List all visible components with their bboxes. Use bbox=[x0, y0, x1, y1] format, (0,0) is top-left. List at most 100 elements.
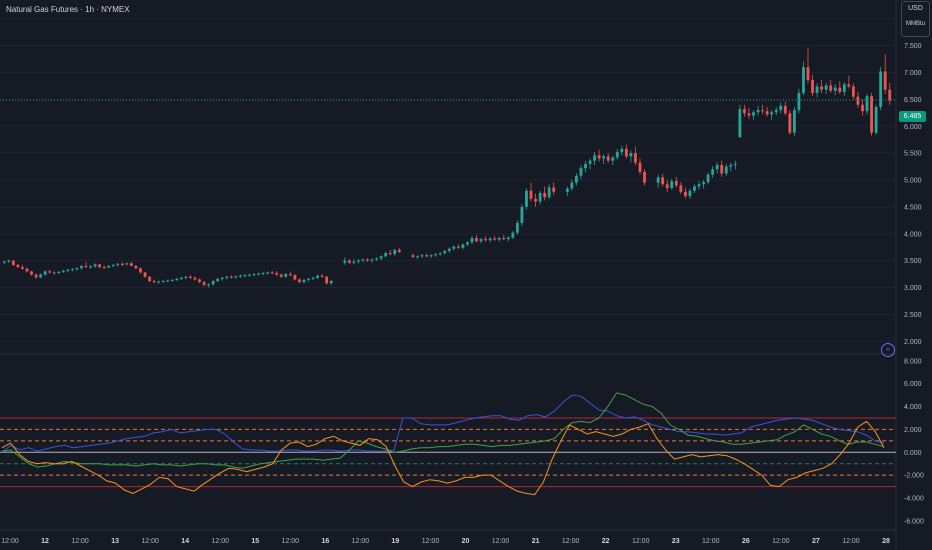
time-tick-label: 27 bbox=[812, 538, 820, 545]
candle-body bbox=[770, 112, 774, 115]
time-tick-label: 26 bbox=[742, 538, 750, 545]
price-tick-label: 5.500 bbox=[904, 151, 922, 158]
candle-body bbox=[11, 260, 15, 265]
candle-body bbox=[116, 263, 120, 265]
candle-body bbox=[157, 281, 161, 283]
candle-body bbox=[484, 239, 488, 241]
candle-body bbox=[384, 253, 388, 257]
candle-body bbox=[820, 86, 824, 90]
candle-body bbox=[833, 87, 837, 91]
time-tick-label: 12:00 bbox=[282, 538, 300, 545]
candle-body bbox=[102, 267, 106, 269]
candle-body bbox=[756, 110, 760, 113]
candle-body bbox=[802, 67, 805, 93]
candle-body bbox=[470, 238, 474, 243]
candle-body bbox=[788, 113, 792, 133]
candle-body bbox=[130, 263, 133, 266]
candle-body bbox=[357, 260, 360, 262]
candle-body bbox=[702, 182, 705, 185]
candle-body bbox=[515, 223, 519, 233]
candle-body bbox=[575, 175, 578, 183]
candle-body bbox=[347, 260, 351, 263]
candle-body bbox=[434, 254, 438, 256]
time-tick-label: 23 bbox=[672, 538, 680, 545]
candle-body bbox=[720, 164, 724, 174]
candle-body bbox=[152, 281, 156, 283]
candle-body bbox=[84, 266, 88, 268]
candle-body bbox=[870, 96, 873, 133]
price-tick-label: 4.000 bbox=[904, 231, 922, 238]
time-tick-label: 14 bbox=[181, 538, 189, 545]
time-tick-label: 19 bbox=[392, 538, 400, 545]
candle-body bbox=[139, 268, 142, 273]
candle-body bbox=[729, 164, 733, 167]
indicator-tick-label: 4.000 bbox=[904, 404, 922, 411]
candle-body bbox=[624, 148, 628, 157]
candle-body bbox=[634, 153, 637, 163]
candle-body bbox=[311, 277, 315, 279]
time-tick-label: 12:00 bbox=[842, 538, 860, 545]
candle-body bbox=[397, 249, 401, 253]
candle-body bbox=[388, 253, 392, 255]
candle-body bbox=[2, 261, 6, 263]
time-tick-label: 12:00 bbox=[702, 538, 720, 545]
go-to-realtime-button[interactable]: » bbox=[881, 343, 895, 357]
candle-body bbox=[184, 276, 188, 278]
candle-body bbox=[797, 92, 801, 111]
candle-body bbox=[293, 275, 297, 280]
time-tick-label: 22 bbox=[602, 538, 610, 545]
candle-body bbox=[711, 169, 715, 175]
candle-body bbox=[811, 80, 814, 93]
candle-body bbox=[89, 266, 92, 268]
indicator-tick-label: -6.000 bbox=[904, 518, 924, 525]
candle-body bbox=[39, 274, 43, 278]
indicator-series-line bbox=[1, 394, 885, 453]
candle-body bbox=[111, 264, 115, 266]
candle-body bbox=[738, 109, 742, 137]
candle-body bbox=[670, 181, 674, 189]
candle-body bbox=[275, 272, 279, 275]
price-tick-label: 3.000 bbox=[904, 285, 922, 292]
candle-body bbox=[220, 277, 224, 279]
candle-body bbox=[447, 248, 451, 251]
candle-body bbox=[93, 264, 97, 267]
time-tick-label: 12:00 bbox=[352, 538, 370, 545]
candle-body bbox=[829, 85, 833, 91]
price-tick-label: 3.500 bbox=[904, 258, 922, 265]
candle-body bbox=[279, 274, 283, 277]
price-tick-label: 4.500 bbox=[904, 204, 922, 211]
candle-body bbox=[80, 266, 83, 269]
candle-body bbox=[493, 238, 497, 240]
candle-body bbox=[161, 281, 165, 283]
candle-body bbox=[325, 276, 329, 284]
candle-body bbox=[733, 163, 737, 165]
candle-body bbox=[761, 110, 764, 112]
candle-body bbox=[638, 162, 642, 172]
candle-body bbox=[134, 266, 138, 269]
currency-unit-button[interactable]: USD MMBtu bbox=[901, 1, 930, 37]
candle-body bbox=[438, 253, 442, 255]
candle-body bbox=[61, 270, 65, 272]
candle-body bbox=[783, 105, 787, 114]
candle-body bbox=[75, 268, 79, 270]
candle-body bbox=[170, 279, 174, 281]
candle-body bbox=[824, 85, 828, 90]
candle-body bbox=[43, 271, 47, 275]
candle-body bbox=[497, 238, 501, 240]
candle-body bbox=[166, 280, 170, 282]
candle-body bbox=[661, 177, 665, 185]
candle-body bbox=[656, 177, 660, 183]
candle-body bbox=[706, 174, 710, 183]
candle-body bbox=[674, 181, 678, 186]
candle-body bbox=[806, 67, 810, 81]
candle-body bbox=[25, 268, 29, 272]
time-tick-label: 20 bbox=[462, 538, 470, 545]
candle-body bbox=[48, 271, 52, 273]
candle-body bbox=[715, 164, 719, 170]
candle-body bbox=[597, 155, 601, 159]
candle-body bbox=[461, 244, 465, 248]
candle-body bbox=[534, 198, 537, 202]
indicator-series-line bbox=[1, 420, 885, 496]
